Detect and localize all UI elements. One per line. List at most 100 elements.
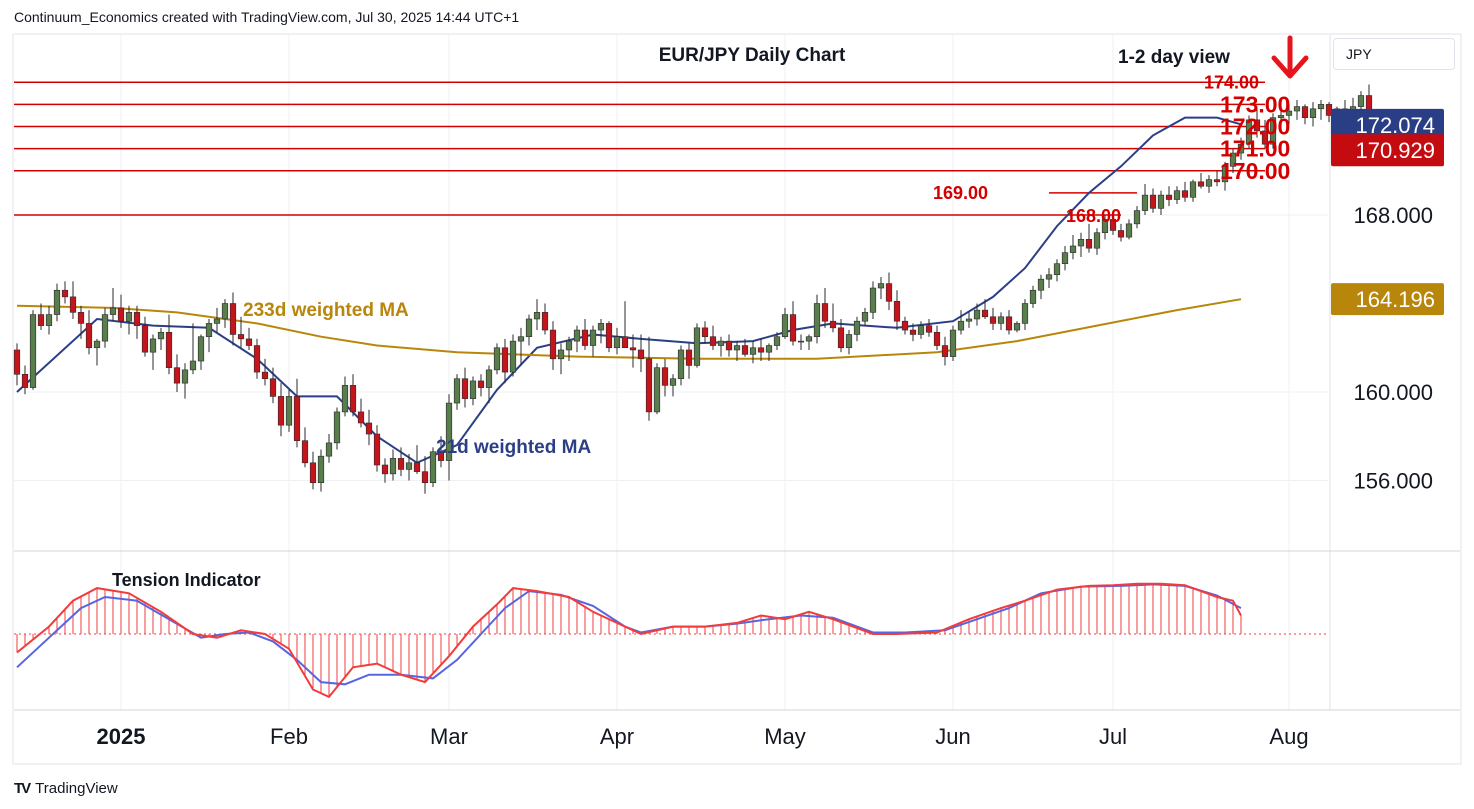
candle-body (661, 367, 669, 386)
candle-body (381, 464, 389, 475)
candle-body (413, 462, 421, 472)
moving-averages (16, 116, 1242, 464)
candle-body (973, 309, 981, 320)
candle-body (733, 345, 741, 351)
candle-body (53, 289, 61, 315)
candle-body (773, 336, 781, 346)
level-label: 174.00 (1204, 72, 1259, 92)
level-label: 171.00 (1220, 136, 1290, 162)
level-label: 172.00 (1220, 114, 1290, 140)
candle-body (1165, 194, 1173, 200)
candle-body (621, 336, 629, 349)
currency-label: JPY (1346, 46, 1372, 62)
level-label: 170.00 (1220, 158, 1290, 184)
candle-body (245, 338, 253, 346)
candle-body (789, 314, 797, 342)
candle-body (421, 471, 429, 484)
price-badge-label: 170.929 (1355, 138, 1435, 163)
candle-body (1069, 245, 1077, 253)
candle-body (221, 303, 229, 320)
candle-body (205, 323, 213, 337)
price-badge (1331, 134, 1444, 167)
candle-body (165, 331, 173, 368)
candle-body (741, 345, 749, 355)
candle-body (645, 358, 653, 413)
candle-body (325, 442, 333, 457)
candle-body (1061, 252, 1069, 264)
candle-body (669, 378, 677, 386)
candle-body (1085, 239, 1093, 249)
level-label: 169.00 (933, 183, 988, 203)
candle-body (309, 462, 317, 484)
time-axis-tick-label: Feb (270, 724, 308, 749)
candle-body (821, 303, 829, 322)
candle-body (701, 327, 709, 337)
candle-body (69, 296, 77, 313)
tension-slow-line (16, 583, 1242, 686)
candle-body (269, 378, 277, 397)
candle-body (693, 327, 701, 366)
candle-body (29, 314, 37, 388)
candle-body (653, 367, 661, 413)
candle-body (1013, 323, 1021, 331)
chart-title: EUR/JPY Daily Chart (659, 45, 846, 66)
price-axis-tick-label: 160.000 (1353, 380, 1433, 405)
candle-body (1309, 108, 1317, 118)
tradingview-logo-icon: TV (14, 779, 31, 797)
candle-body (573, 329, 581, 342)
candle-body (453, 378, 461, 404)
view-label: 1-2 day view (1118, 47, 1230, 68)
candle-body (677, 349, 685, 380)
candle-body (637, 349, 645, 360)
candle-body (933, 331, 941, 346)
ma21-label: 21d weighted MA (436, 437, 591, 458)
candle-body (261, 371, 269, 380)
candle-body (1037, 278, 1045, 291)
candle-body (461, 378, 469, 399)
tension-fast-line (16, 582, 1242, 699)
candle-body (437, 451, 445, 461)
candle-body (1029, 289, 1037, 304)
time-axis: 2025 Feb Mar Apr May Jun Jul Aug (97, 724, 1309, 749)
candle-body (629, 347, 637, 351)
price-axis-tick-label: 168.000 (1353, 203, 1433, 228)
candle-body (1221, 166, 1229, 183)
candle-body (813, 303, 821, 337)
candle-body (1077, 239, 1085, 247)
candle-body (1269, 117, 1277, 145)
candle-body (477, 380, 485, 388)
candle-body (1045, 274, 1053, 280)
candle-body (709, 336, 717, 346)
candle-body (45, 314, 53, 326)
candle-body (1021, 303, 1029, 324)
currency-selector[interactable]: JPY (1333, 38, 1455, 70)
header-attribution: Continuum_Economics created with Trading… (14, 9, 520, 25)
candle-body (197, 336, 205, 362)
candle-body (541, 312, 549, 331)
candle-body (533, 312, 541, 320)
candle-body (157, 331, 165, 340)
candle-body (37, 314, 45, 326)
candle-body (861, 312, 869, 322)
candlesticks (13, 84, 1389, 494)
candle-body (1109, 219, 1117, 231)
candle-body (605, 323, 613, 349)
candle-body (109, 307, 117, 315)
tradingview-footer[interactable]: TV TradingView (14, 778, 118, 798)
time-axis-tick-label: Jun (935, 724, 970, 749)
price-badge (1331, 108, 1444, 141)
candle-body (869, 287, 877, 313)
tension-indicator-pane (14, 582, 1328, 699)
candle-body (557, 349, 565, 360)
candle-body (989, 316, 997, 324)
candle-body (1053, 263, 1061, 276)
candle-body (445, 402, 453, 461)
chart-frame (12, 33, 1462, 765)
candle-body (909, 329, 917, 335)
candle-body (285, 396, 293, 426)
candle-body (1005, 316, 1013, 331)
candle-body (581, 329, 589, 346)
candle-body (1277, 115, 1285, 118)
level-label: 168.00 (1066, 206, 1121, 226)
